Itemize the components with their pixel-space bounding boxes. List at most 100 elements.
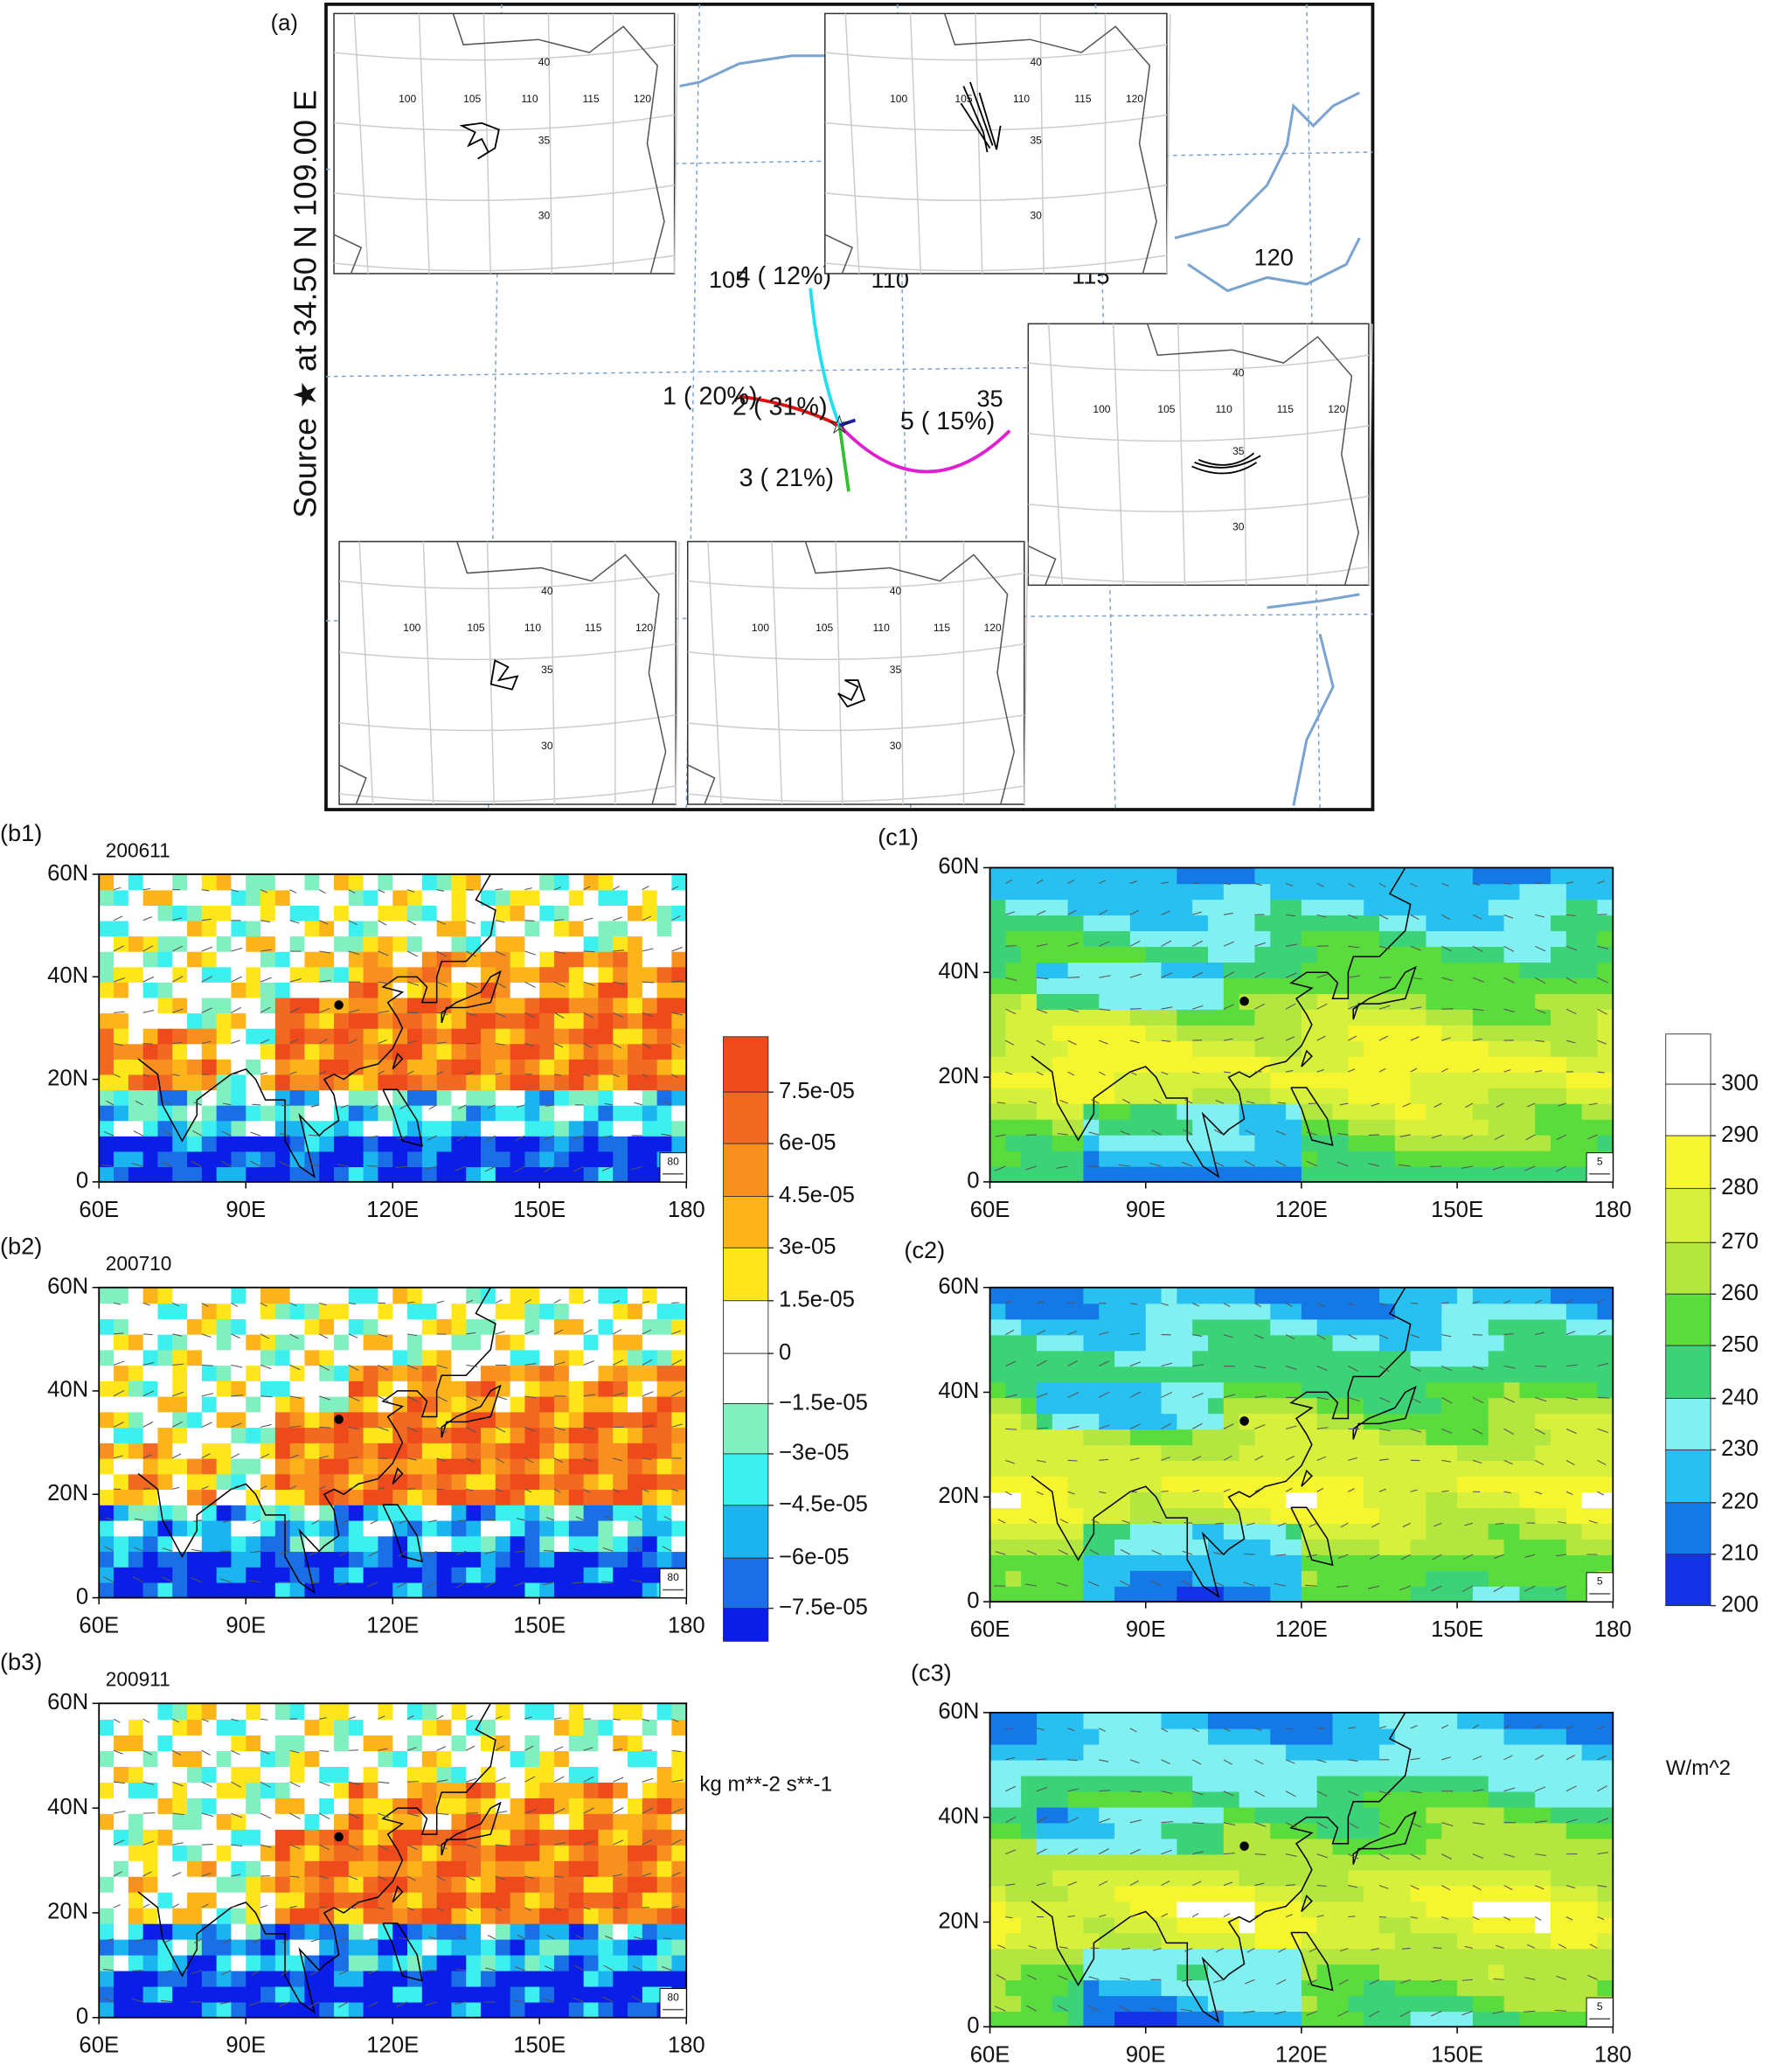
field-cell: [1364, 1318, 1380, 1336]
field-cell: [1145, 1165, 1163, 1183]
field-cell: [554, 1489, 570, 1505]
field-cell: [274, 1012, 291, 1029]
field-cell: [363, 1287, 379, 1304]
field-cell: [1519, 1118, 1536, 1136]
field-cell: [451, 1860, 467, 1877]
field-cell: [495, 1970, 511, 1987]
wind-vector: [348, 1333, 358, 1338]
wind-vector: [583, 1299, 591, 1304]
field-cell: [1177, 1366, 1193, 1383]
field-cell: [1129, 1460, 1147, 1478]
field-cell: [1052, 1397, 1069, 1415]
field-cell: [1581, 1103, 1599, 1120]
wind-vector: [201, 1007, 212, 1013]
wind-vector: [406, 920, 417, 926]
wind-vector: [457, 1519, 467, 1522]
field-cell: [495, 1719, 511, 1736]
field-cell: [319, 1365, 335, 1381]
field-cell: [1535, 883, 1551, 900]
field-cell: [1005, 946, 1022, 963]
field-cell: [1208, 1366, 1225, 1383]
field-cell: [1099, 1476, 1115, 1493]
wind-vector: [1275, 1130, 1287, 1136]
field-cell: [671, 1876, 687, 1893]
field-cell: [554, 1136, 570, 1152]
field-cell: [1332, 1009, 1350, 1026]
field-cell: [642, 1829, 658, 1846]
wind-vector: [426, 1582, 437, 1589]
field-cell: [421, 1766, 438, 1783]
field-cell: [246, 1074, 261, 1091]
field-cell: [1472, 1334, 1489, 1352]
field-cell: [114, 1750, 129, 1767]
field-cell: [1161, 977, 1178, 994]
field-cell: [1519, 993, 1536, 1010]
wind-vector: [612, 1043, 622, 1049]
y-tick-label: 60N: [938, 854, 979, 879]
x-tick-label: 60E: [970, 1198, 1010, 1222]
field-cell: [1457, 1165, 1474, 1183]
field-cell: [481, 1813, 496, 1830]
field-cell: [1519, 1334, 1536, 1352]
field-cell: [539, 1938, 555, 1956]
field-cell: [613, 982, 628, 998]
field-cell: [1472, 1366, 1489, 1383]
field-cell: [1410, 1570, 1427, 1587]
field-cell: [1457, 1134, 1474, 1151]
field-cell: [231, 874, 247, 891]
field-cell: [1503, 1350, 1521, 1367]
field-cell: [642, 966, 658, 983]
field-cell: [319, 874, 335, 891]
wind-vector: [635, 1515, 643, 1521]
field-cell: [1519, 899, 1536, 916]
panel-date: 200611: [106, 838, 170, 861]
field-cell: [1099, 899, 1115, 916]
field-cell: [172, 2001, 188, 2019]
field-cell: [554, 1505, 570, 1521]
field-cell: [451, 1735, 467, 1752]
field-cell: [231, 1535, 247, 1553]
field-cell: [289, 1043, 306, 1060]
background-grid-label: 35: [976, 385, 1003, 412]
field-cell: [1394, 1476, 1412, 1493]
field-cell: [1129, 1444, 1147, 1462]
field-cell: [1005, 1040, 1022, 1057]
field-cell: [246, 997, 261, 1014]
field-cell: [201, 1829, 218, 1846]
wind-vector: [1378, 914, 1389, 920]
field-cell: [1457, 962, 1474, 979]
field-cell: [554, 1519, 570, 1537]
field-cell: [407, 1845, 423, 1861]
field-cell: [510, 1766, 526, 1783]
field-cell: [348, 1519, 364, 1537]
field-cell: [436, 1318, 453, 1335]
field-cell: [1223, 1088, 1240, 1104]
field-cell: [363, 1735, 379, 1752]
wind-vector: [162, 1547, 173, 1552]
field-cell: [568, 1519, 585, 1537]
field-cell: [1301, 1413, 1318, 1430]
field-cell: [334, 1349, 350, 1366]
field-cell: [1270, 1134, 1287, 1151]
field-cell: [348, 1333, 364, 1351]
field-cell: [289, 1443, 306, 1459]
field-cell: [1145, 1303, 1163, 1320]
field-cell: [1488, 1491, 1505, 1508]
field-cell: [363, 905, 379, 921]
field-cell: [289, 1303, 306, 1319]
field-cell: [1301, 1429, 1318, 1446]
field-cell: [246, 1166, 261, 1183]
field-cell: [481, 1120, 496, 1137]
field-cell: [157, 1457, 174, 1475]
field-cell: [304, 1938, 321, 1956]
field-cell: [1114, 1413, 1131, 1430]
field-cell: [274, 1411, 291, 1429]
field-cell: [1457, 1476, 1474, 1493]
wind-vector: [378, 1844, 389, 1851]
field-cell: [1301, 1491, 1318, 1508]
field-cell: [656, 1380, 673, 1397]
field-cell: [231, 1473, 247, 1491]
field-cell: [128, 889, 144, 906]
field-cell: [671, 1797, 687, 1814]
wind-vector: [131, 1162, 143, 1167]
